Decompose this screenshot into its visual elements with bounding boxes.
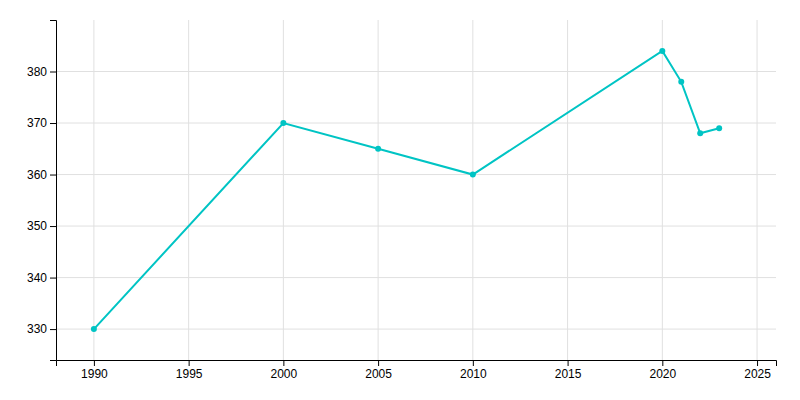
y-tick: 330 bbox=[27, 322, 56, 336]
x-tick-label: 2010 bbox=[460, 367, 487, 381]
x-tick-mark bbox=[94, 360, 95, 366]
grid-line-y bbox=[56, 71, 776, 72]
x-tick: 2015 bbox=[555, 360, 582, 381]
grid-line-x bbox=[567, 20, 568, 360]
point bbox=[470, 172, 476, 178]
x-tick-label: 2020 bbox=[649, 367, 676, 381]
y-axis-line bbox=[50, 21, 57, 361]
grid-line-x bbox=[188, 20, 189, 360]
y-axis: 330 340 350 360 370 380 bbox=[27, 21, 57, 361]
x-tick: 1990 bbox=[81, 360, 108, 381]
x-tick-mark bbox=[283, 360, 284, 366]
x-tick: 1995 bbox=[176, 360, 203, 381]
x-tick-label: 2000 bbox=[271, 367, 298, 381]
y-tick-mark bbox=[50, 123, 56, 124]
grid-line-x bbox=[378, 20, 379, 360]
x-tick-mark bbox=[473, 360, 474, 366]
x-tick: 2010 bbox=[460, 360, 487, 381]
grid-line-x bbox=[93, 20, 94, 360]
x-tick-label: 1990 bbox=[81, 367, 108, 381]
grid-line-y bbox=[56, 329, 776, 330]
y-tick-label: 350 bbox=[27, 219, 47, 233]
y-tick-mark bbox=[50, 72, 56, 73]
y-tick-mark bbox=[50, 278, 56, 279]
x-tick: 2005 bbox=[365, 360, 392, 381]
grid-line-y bbox=[56, 226, 776, 227]
point bbox=[280, 120, 286, 126]
x-tick-label: 1995 bbox=[176, 367, 203, 381]
x-axis-line bbox=[57, 361, 777, 367]
grid-line-y bbox=[56, 123, 776, 124]
grid-line-y bbox=[56, 277, 776, 278]
grid-line-x bbox=[472, 20, 473, 360]
x-tick: 2020 bbox=[649, 360, 676, 381]
y-tick-mark bbox=[50, 329, 56, 330]
data bbox=[91, 48, 722, 332]
y-tick: 340 bbox=[27, 271, 56, 285]
point bbox=[697, 130, 703, 136]
grid bbox=[56, 20, 776, 360]
y-tick: 360 bbox=[27, 168, 56, 182]
x-tick-mark bbox=[189, 360, 190, 366]
point bbox=[678, 79, 684, 85]
y-tick-label: 360 bbox=[27, 168, 47, 182]
x-tick-mark bbox=[568, 360, 569, 366]
line bbox=[94, 51, 719, 329]
x-tick-label: 2005 bbox=[365, 367, 392, 381]
y-tick-mark bbox=[50, 175, 56, 176]
point bbox=[659, 48, 665, 54]
chart: 1990 1995 2000 2005 2010 2015 2020 2025 330 340 35… bbox=[0, 0, 800, 400]
x-tick: 2000 bbox=[271, 360, 298, 381]
grid-line-y bbox=[56, 174, 776, 175]
point bbox=[716, 125, 722, 131]
plot: 1990 1995 2000 2005 2010 2015 2020 2025 330 340 35… bbox=[27, 20, 777, 381]
grid-line-x bbox=[283, 20, 284, 360]
y-tick: 370 bbox=[27, 116, 56, 130]
grid-line-x bbox=[757, 20, 758, 360]
y-tick-label: 370 bbox=[27, 116, 47, 130]
y-tick-label: 330 bbox=[27, 322, 47, 336]
y-tick-label: 380 bbox=[27, 65, 47, 79]
y-tick-label: 340 bbox=[27, 271, 47, 285]
y-tick: 380 bbox=[27, 65, 56, 79]
y-tick: 350 bbox=[27, 219, 56, 233]
point bbox=[91, 326, 97, 332]
x-tick: 2025 bbox=[744, 360, 771, 381]
x-tick-mark bbox=[378, 360, 379, 366]
point bbox=[375, 146, 381, 152]
x-tick-label: 2025 bbox=[744, 367, 771, 381]
x-tick-mark bbox=[662, 360, 663, 366]
x-tick-label: 2015 bbox=[555, 367, 582, 381]
grid-line-x bbox=[662, 20, 663, 360]
y-tick-mark bbox=[50, 226, 56, 227]
x-tick-mark bbox=[757, 360, 758, 366]
x-axis: 1990 1995 2000 2005 2010 2015 2020 2025 bbox=[57, 360, 777, 381]
